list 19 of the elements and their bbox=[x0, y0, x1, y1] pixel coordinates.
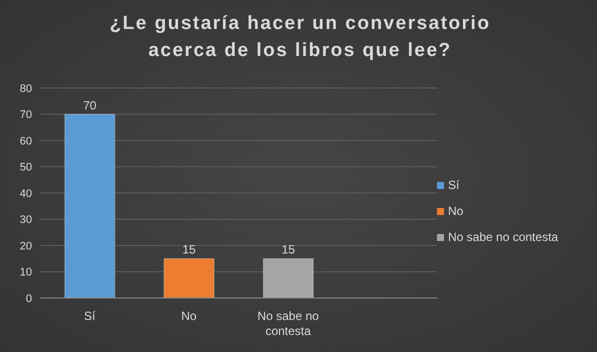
chart-title: ¿Le gustaría hacer un conversatorio acerca de los libros que lee? bbox=[108, 12, 492, 63]
legend-label: Sí bbox=[448, 178, 460, 192]
data-label: 15 bbox=[182, 242, 196, 257]
y-tick-label: 80 bbox=[20, 82, 32, 95]
x-tick-label: No bbox=[181, 309, 197, 323]
data-label: 70 bbox=[83, 98, 97, 112]
legend-label: No sabe no contesta bbox=[448, 230, 558, 244]
x-tick-label: No sabe no contesta bbox=[257, 309, 320, 338]
x-tick-label: Sí bbox=[84, 309, 96, 323]
y-tick-label: 0 bbox=[26, 292, 32, 305]
y-tick-label: 70 bbox=[20, 109, 32, 122]
y-tick-label: 50 bbox=[20, 162, 32, 174]
y-tick-label: 40 bbox=[20, 188, 32, 200]
data-label: 15 bbox=[282, 242, 296, 257]
legend-label: No bbox=[448, 204, 464, 218]
y-tick-label: 10 bbox=[20, 266, 32, 279]
y-tick-label: 20 bbox=[20, 240, 32, 252]
y-tick-label: 30 bbox=[20, 214, 32, 226]
y-tick-label: 60 bbox=[20, 135, 32, 148]
